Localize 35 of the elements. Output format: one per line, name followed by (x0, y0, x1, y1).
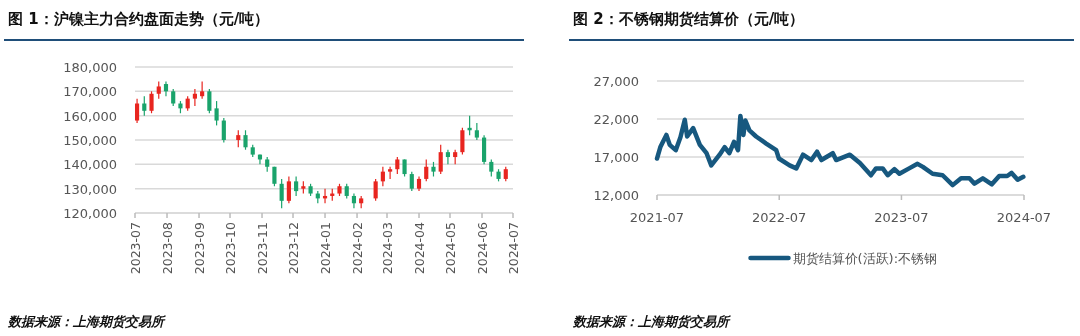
legend-label: 期货结算价(活跃):不锈钢 (792, 251, 938, 266)
x-tick-label: 2023-07 (128, 222, 143, 275)
legend-item: 期货结算价(活跃):不锈钢 (748, 251, 938, 266)
x-tick-label: 2024-07 (506, 222, 521, 275)
y-tick-label: 150,000 (63, 133, 117, 148)
x-tick-label: 2021-07 (629, 210, 685, 225)
source-note: 数据来源：上海期货交易所 (572, 314, 731, 329)
x-tick-label: 2022-07 (752, 210, 807, 225)
x-tick-label: 2024-06 (475, 221, 491, 275)
x-tick-label: 2024-01 (318, 222, 334, 275)
chart-title: 图 1：沪镍主力合约盘面走势（元/吨） (8, 10, 270, 28)
y-tick-label: 160,000 (63, 108, 117, 124)
x-tick-label: 2024-02 (350, 222, 366, 275)
x-tick-label: 2024-04 (412, 221, 428, 275)
x-tick-label: 2024-03 (380, 222, 395, 275)
x-tick-label: 2023-07 (874, 210, 929, 225)
y-tick-label: 17,000 (593, 150, 639, 165)
y-tick-label: 140,000 (63, 157, 117, 173)
x-tick-label: 2023-11 (255, 222, 271, 275)
x-tick-label: 2023-12 (286, 222, 302, 275)
line-series (654, 113, 1026, 188)
x-tick-label: 2024-07 (996, 210, 1052, 225)
y-tick-label: 180,000 (63, 60, 117, 75)
x-tick-label: 2024-05 (443, 222, 458, 275)
x-tick-label: 2023-10 (223, 221, 239, 275)
x-tick-label: 2023-09 (192, 221, 208, 275)
x-tick-label: 2023-08 (160, 221, 176, 275)
source-note: 数据来源：上海期货交易所 (7, 314, 166, 329)
y-tick-label: 170,000 (63, 84, 117, 100)
y-tick-label: 22,000 (593, 112, 639, 127)
y-tick-label: 120,000 (63, 206, 117, 221)
y-tick-label: 27,000 (593, 74, 639, 89)
y-tick-label: 12,000 (593, 188, 639, 203)
chart-title: 图 2：不锈钢期货结算价（元/吨） (573, 10, 805, 28)
y-tick-label: 130,000 (63, 181, 117, 197)
